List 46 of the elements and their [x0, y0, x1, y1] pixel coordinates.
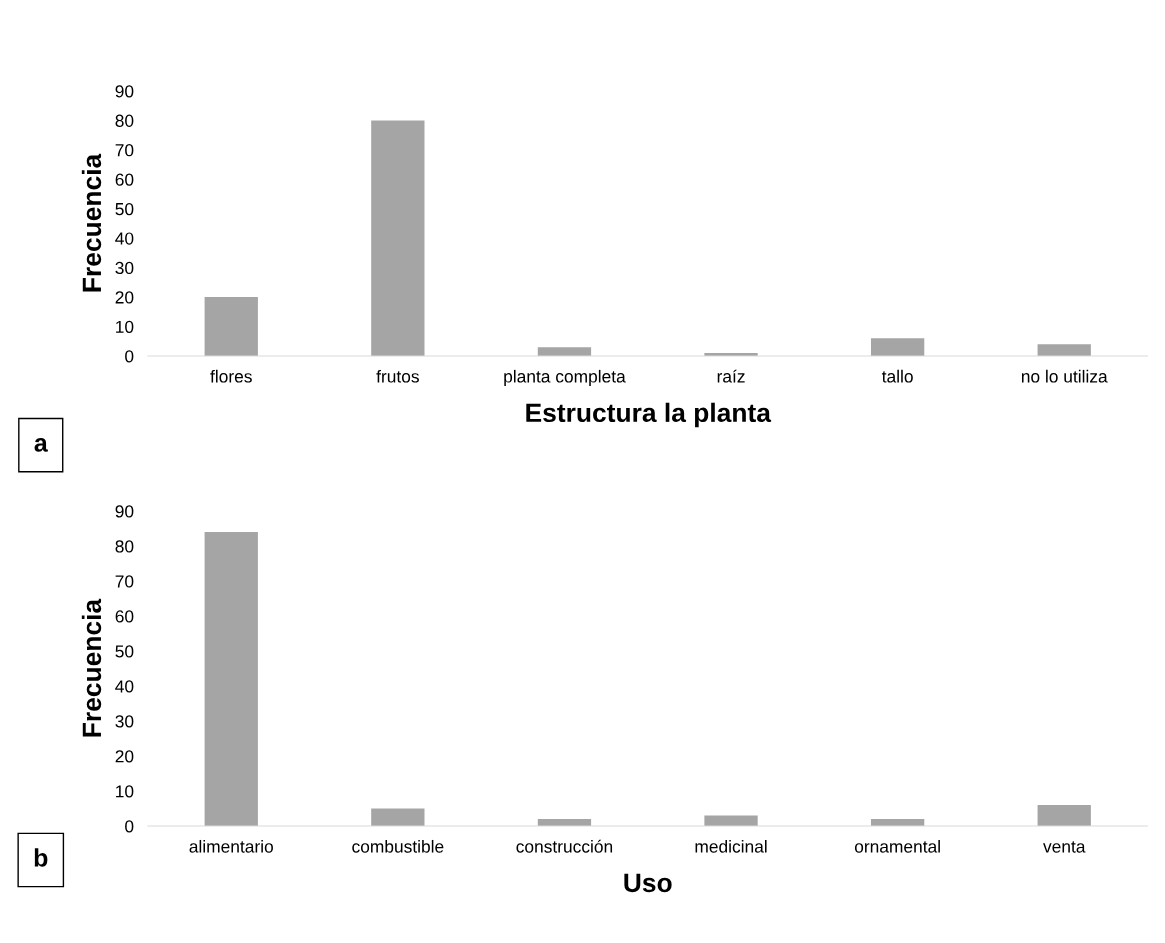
x-tick-label: flores: [210, 369, 252, 383]
y-tick-label: 40: [115, 232, 134, 245]
bar: [1037, 805, 1091, 827]
bar: [870, 338, 925, 356]
y-tick-label: 0: [125, 350, 134, 363]
y-tick-label: 90: [115, 85, 134, 98]
x-tick-label: ornamental: [854, 839, 940, 853]
bar: [371, 808, 425, 827]
y-tick-label: 80: [115, 114, 134, 127]
x-tick-label: tallo: [881, 369, 913, 383]
x-tick-label: combustible: [352, 839, 444, 853]
y-tick-label: 10: [116, 320, 134, 333]
x-axis-title: Estructura la planta: [526, 402, 772, 428]
y-tick-label: 90: [115, 505, 134, 518]
y-axis-title: Frecuencia: [81, 598, 102, 737]
y-tick-label: 60: [115, 610, 134, 623]
y-tick-label: 30: [115, 261, 134, 275]
y-tick-label: 50: [115, 202, 134, 216]
y-tick-label: 40: [115, 680, 134, 693]
y-tick-label: 0: [125, 820, 134, 833]
x-axis-title: Uso: [624, 873, 672, 893]
y-tick-label: 20: [115, 750, 134, 763]
bar: [204, 297, 258, 356]
y-tick-label: 20: [115, 291, 134, 304]
y-tick-label: 70: [115, 575, 134, 588]
x-tick-label: no lo utiliza: [1021, 369, 1108, 383]
bar: [1037, 344, 1091, 356]
x-tick-label: planta completa: [504, 369, 626, 387]
y-tick-label: 80: [115, 540, 134, 553]
bar: [371, 120, 425, 356]
x-tick-label: frutos: [376, 369, 419, 383]
y-tick-label: 70: [115, 144, 134, 157]
x-tick-label: raíz: [717, 369, 745, 383]
x-tick-label: medicinal: [695, 839, 767, 853]
text: a: [34, 438, 48, 452]
x-tick-label: venta: [1043, 841, 1086, 853]
y-axis-title: Frecuencia: [81, 153, 102, 292]
x-tick-label: construcción: [516, 839, 613, 853]
y-tick-label: 10: [116, 785, 134, 798]
x-tick-label: alimentario: [189, 839, 273, 853]
text: b: [34, 848, 48, 867]
y-tick-label: 50: [115, 645, 134, 658]
bar: [537, 347, 592, 356]
bar: [204, 532, 258, 827]
y-tick-label: 60: [115, 173, 134, 186]
y-tick-label: 30: [115, 715, 134, 728]
